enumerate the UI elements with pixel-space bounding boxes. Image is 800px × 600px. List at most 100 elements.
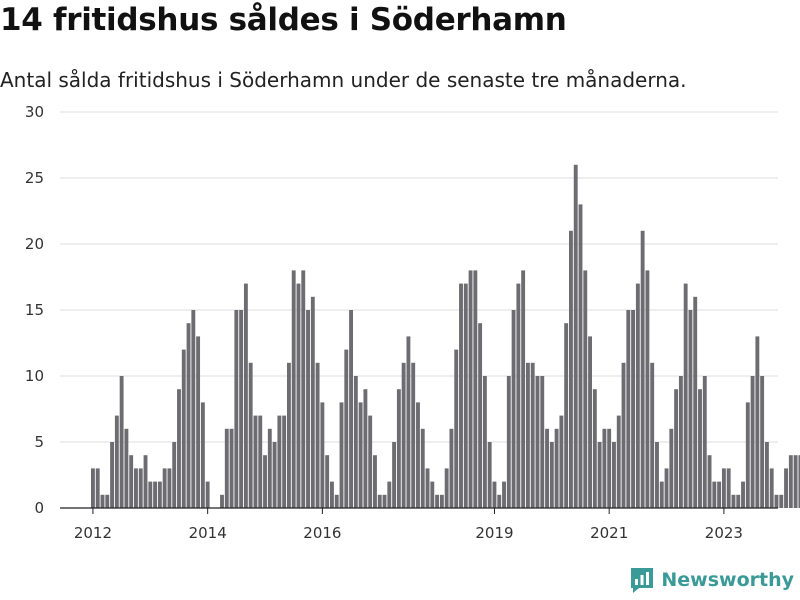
- bar: [698, 389, 702, 508]
- bar: [200, 402, 205, 508]
- bar: [95, 468, 100, 508]
- y-tick-label: 0: [34, 499, 44, 517]
- x-tick-label: 2023: [705, 524, 743, 542]
- bar: [205, 481, 210, 508]
- bar: [263, 455, 267, 508]
- bar: [640, 230, 645, 509]
- bar: [100, 494, 105, 508]
- brand-name: Newsworthy: [661, 569, 794, 591]
- bar: [358, 402, 363, 508]
- bar: [373, 455, 377, 508]
- bar: [535, 376, 540, 508]
- bar: [631, 310, 636, 508]
- bar: [454, 349, 459, 508]
- bar: [425, 468, 430, 508]
- newsworthy-logo[interactable]: Newsworthy: [629, 566, 794, 594]
- bar: [569, 230, 573, 509]
- bar: [129, 455, 134, 508]
- bar: [530, 362, 535, 508]
- bar: [435, 494, 440, 508]
- bar: [339, 402, 344, 508]
- bar: [191, 310, 196, 508]
- bar: [621, 362, 626, 508]
- bar: [157, 481, 162, 508]
- bar: [181, 349, 186, 508]
- bar: [664, 468, 669, 508]
- y-tick-label: 30: [25, 103, 44, 121]
- bar: [788, 455, 793, 508]
- bar: [683, 283, 688, 508]
- bar: [674, 389, 679, 508]
- bar: [239, 310, 244, 508]
- bar: [234, 310, 239, 508]
- bar: [320, 402, 325, 508]
- bar: [382, 494, 387, 508]
- x-tick-label: 2019: [475, 524, 513, 542]
- bar: [468, 270, 473, 508]
- bar: [416, 402, 420, 508]
- bar: [678, 376, 683, 508]
- bar: [592, 389, 597, 508]
- bar: [377, 494, 382, 508]
- bar: [798, 455, 800, 508]
- chart-subtitle: Antal sålda fritidshus i Söderhamn under…: [0, 68, 687, 92]
- bar: [363, 389, 368, 508]
- bar: [248, 362, 253, 508]
- bar: [463, 283, 468, 508]
- bar: [597, 442, 602, 508]
- bar: [91, 468, 95, 508]
- bar: [659, 481, 664, 508]
- bar: [392, 442, 397, 508]
- bar: [420, 428, 425, 508]
- bar: [153, 481, 158, 508]
- bar: [612, 442, 616, 508]
- bar: [521, 270, 526, 508]
- y-tick-label: 25: [25, 169, 44, 187]
- bar: [430, 481, 435, 508]
- bar: [110, 442, 114, 508]
- bar: [325, 455, 330, 508]
- bar: [635, 283, 640, 508]
- bar: [588, 336, 592, 508]
- bar: [554, 428, 559, 508]
- bar: [712, 481, 717, 508]
- bar-chart-logo-icon: [631, 568, 654, 593]
- bar: [721, 468, 726, 508]
- bar: [119, 376, 124, 508]
- bar: [401, 362, 406, 508]
- bar: [516, 283, 521, 508]
- bar: [626, 310, 631, 508]
- bar: [473, 270, 478, 508]
- bar: [291, 270, 296, 508]
- bar: [258, 415, 263, 508]
- bar: [769, 468, 774, 508]
- bar: [482, 376, 487, 508]
- bar: [669, 428, 674, 508]
- bar: [736, 494, 741, 508]
- bar: [396, 389, 401, 508]
- y-tick-label: 20: [25, 235, 44, 253]
- x-tick-label: 2014: [189, 524, 227, 542]
- bar: [220, 494, 224, 508]
- bar: [487, 442, 492, 508]
- bar: [310, 296, 315, 508]
- bar: [497, 494, 502, 508]
- bar: [707, 455, 712, 508]
- bar: [607, 428, 612, 508]
- bar: [645, 270, 650, 508]
- gridlines: [60, 111, 778, 443]
- bar: [760, 376, 765, 508]
- bar: [655, 442, 659, 508]
- x-axis: 2012201420162019202120232025: [60, 507, 778, 542]
- bar: [688, 310, 693, 508]
- bars: [91, 164, 800, 509]
- bar: [444, 468, 449, 508]
- bar: [573, 164, 578, 509]
- bar: [578, 204, 583, 508]
- bar: [224, 428, 229, 508]
- chart-title: 14 fritidshus såldes i Söderhamn: [0, 2, 567, 38]
- bar: [368, 415, 373, 508]
- bar: [229, 428, 234, 508]
- bar: [114, 415, 119, 508]
- bar: [301, 270, 306, 508]
